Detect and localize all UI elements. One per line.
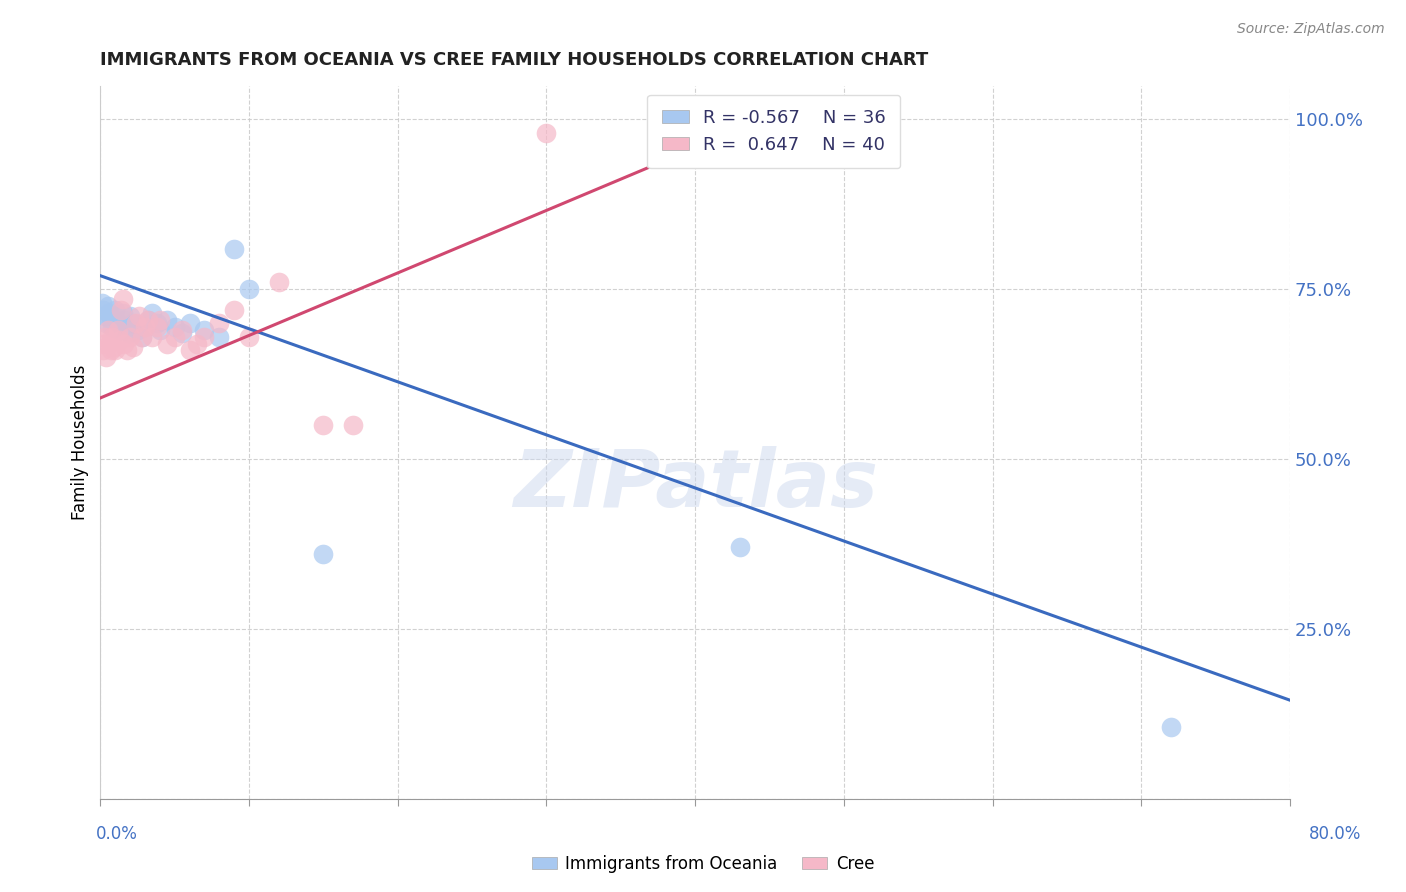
Point [136, 313, 159, 327]
Point [98, 336, 121, 351]
Point [267, 276, 290, 290]
Text: 80.0%: 80.0% [1309, 825, 1361, 843]
Point [141, 306, 163, 320]
Point [122, 316, 145, 330]
Point [125, 316, 148, 330]
Point [103, 310, 125, 324]
Legend: Immigrants from Oceania, Cree: Immigrants from Oceania, Cree [524, 848, 882, 880]
Point [312, 418, 335, 433]
Y-axis label: Family Households: Family Households [72, 365, 89, 520]
Point [97, 323, 120, 337]
Point [146, 316, 169, 330]
Point [136, 313, 159, 327]
Point [104, 302, 127, 317]
Legend: R = -0.567    N = 36, R =  0.647    N = 40: R = -0.567 N = 36, R = 0.647 N = 40 [647, 95, 900, 169]
Point [112, 313, 135, 327]
Point [172, 326, 194, 341]
Point [179, 343, 201, 358]
Point [115, 343, 138, 358]
Point [127, 323, 149, 337]
Point [131, 330, 153, 344]
Point [238, 330, 260, 344]
Point [728, 120, 751, 134]
Point [342, 418, 364, 433]
Point [107, 323, 129, 337]
Point [103, 340, 125, 354]
Point [111, 306, 134, 320]
Point [96, 350, 118, 364]
Point [131, 330, 153, 344]
Point [238, 282, 260, 296]
Point [1160, 720, 1182, 734]
Point [122, 340, 145, 354]
Point [108, 333, 131, 347]
Text: IMMIGRANTS FROM OCEANIA VS CREE FAMILY HOUSEHOLDS CORRELATION CHART: IMMIGRANTS FROM OCEANIA VS CREE FAMILY H… [100, 51, 928, 69]
Point [112, 336, 135, 351]
Point [117, 326, 139, 341]
Point [186, 336, 208, 351]
Point [94, 330, 117, 344]
Point [193, 323, 215, 337]
Point [90, 296, 112, 310]
Point [101, 319, 124, 334]
Point [156, 336, 179, 351]
Point [111, 293, 134, 307]
Point [208, 316, 231, 330]
Point [728, 541, 751, 555]
Point [101, 330, 124, 344]
Point [91, 343, 114, 358]
Point [128, 310, 150, 324]
Point [120, 310, 142, 324]
Text: 0.0%: 0.0% [96, 825, 138, 843]
Point [120, 330, 142, 344]
Point [193, 330, 215, 344]
Point [97, 299, 120, 313]
Point [100, 313, 122, 327]
Point [141, 330, 163, 344]
Point [156, 313, 179, 327]
Point [163, 330, 186, 344]
Point [94, 310, 117, 324]
Point [149, 323, 172, 337]
Point [134, 319, 156, 334]
Point [146, 319, 169, 334]
Point [107, 316, 129, 330]
Point [91, 302, 114, 317]
Point [149, 313, 172, 327]
Point [104, 343, 127, 358]
Point [134, 319, 156, 334]
Point [98, 306, 121, 320]
Point [224, 302, 246, 317]
Point [172, 323, 194, 337]
Text: ZIPatlas: ZIPatlas [513, 446, 877, 524]
Point [110, 302, 132, 317]
Point [163, 319, 186, 334]
Point [536, 126, 558, 140]
Point [100, 343, 122, 358]
Point [224, 242, 246, 256]
Text: Source: ZipAtlas.com: Source: ZipAtlas.com [1237, 22, 1385, 37]
Point [208, 330, 231, 344]
Point [312, 547, 335, 561]
Point [90, 336, 112, 351]
Point [108, 323, 131, 337]
Point [96, 316, 118, 330]
Point [179, 316, 201, 330]
Point [115, 319, 138, 334]
